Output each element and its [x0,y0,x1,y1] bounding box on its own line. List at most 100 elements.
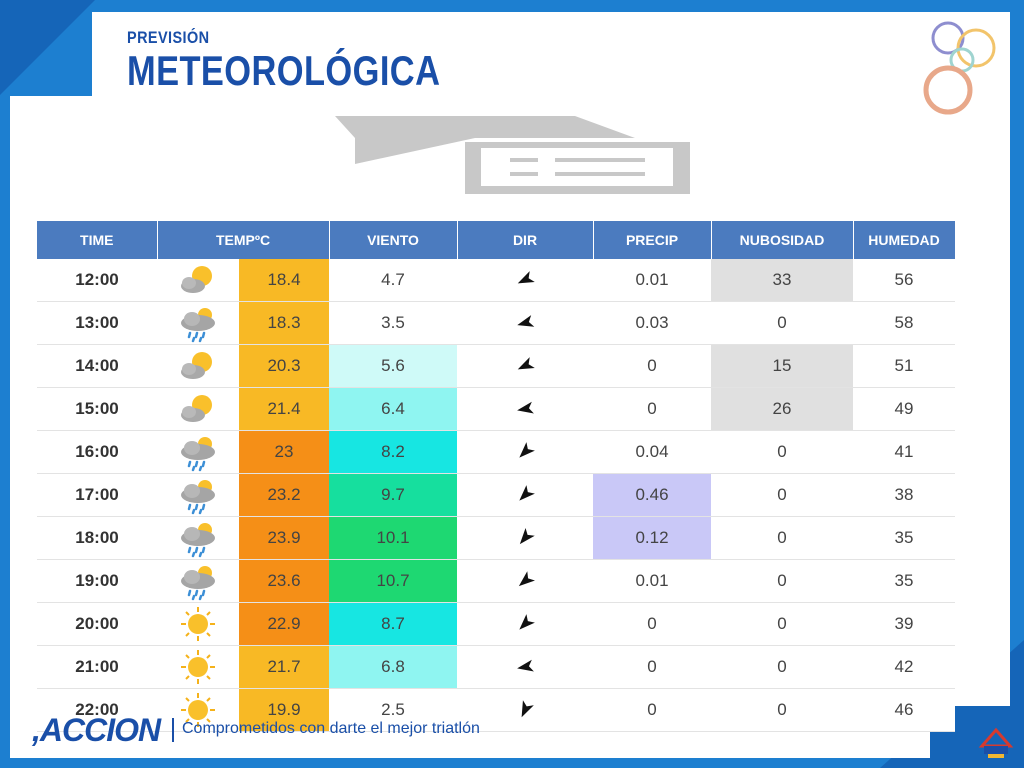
wind-cell: 6.8 [329,645,457,689]
weather-icon-cell [157,602,239,646]
wind-cell: 2.5 [329,688,457,732]
table-header-row: TIME TEMPºC VIENTO DIR PRECIP NUBOSIDAD … [37,221,956,259]
col-header-dir: DIR [457,221,594,259]
precip-cell: 0 [593,344,711,388]
col-header-time: TIME [37,221,158,259]
brand-logo: ,ACCION [32,712,161,748]
footer-divider [172,718,174,742]
dir-cell [457,559,593,603]
humidity-cell: 38 [853,473,955,517]
humidity-cell: 39 [853,602,955,646]
cloud-rain-icon [178,480,218,515]
sun-cloud-icon [178,395,218,422]
precip-cell: 0.12 [593,516,711,560]
cloud-cell: 0 [711,602,853,646]
weather-icon-cell [157,259,239,302]
cloud-cell: 0 [711,430,853,474]
precip-cell: 0 [593,645,711,689]
temp-cell: 23 [239,430,329,474]
weather-icon-cell [157,688,239,732]
temp-cell: 21.4 [239,387,329,431]
table-row: 22:00 19.9 2.5 0 0 46 [37,688,955,732]
temp-cell: 18.4 [239,259,329,302]
dir-cell [457,430,593,474]
wind-cell: 10.7 [329,559,457,603]
col-header-wind: VIENTO [329,221,458,259]
weather-icon-cell [157,301,239,345]
table-row: 21:00 21.7 6.8 0 0 42 [37,645,955,689]
temp-cell: 19.9 [239,688,329,732]
decorative-graphic [335,116,690,194]
time-cell: 13:00 [37,301,157,345]
precip-cell: 0 [593,688,711,732]
wind-cell: 3.5 [329,301,457,345]
humidity-cell: 56 [853,259,955,302]
weather-icon-cell [157,387,239,431]
cloud-cell: 33 [711,259,853,302]
dir-cell [457,473,593,517]
time-cell: 16:00 [37,430,157,474]
wind-cell: 8.7 [329,602,457,646]
col-header-precip: PRECIP [593,221,712,259]
table-row: 15:00 21.4 6.4 0 26 49 [37,387,955,431]
cloud-cell: 0 [711,516,853,560]
precip-cell: 0.01 [593,259,711,302]
precip-cell: 0.46 [593,473,711,517]
humidity-cell: 49 [853,387,955,431]
temp-cell: 23.9 [239,516,329,560]
dir-cell [457,344,593,388]
wind-arrow-icon [514,527,536,546]
temp-cell: 22.9 [239,602,329,646]
wind-arrow-icon [514,355,536,374]
temp-cell: 23.6 [239,559,329,603]
sun-icon [178,693,218,727]
cloud-cell: 15 [711,344,853,388]
cloud-cell: 0 [711,473,853,517]
sun-cloud-icon [178,352,218,379]
time-cell: 22:00 [37,688,157,732]
col-header-temp: TEMPºC [157,221,330,259]
dir-cell [457,387,593,431]
humidity-cell: 35 [853,559,955,603]
wind-cell: 6.4 [329,387,457,431]
footer-tagline: Comprometidos con darte el mejor triatló… [182,720,480,737]
time-cell: 18:00 [37,516,157,560]
precip-cell: 0 [593,387,711,431]
time-cell: 14:00 [37,344,157,388]
page-title: METEOROLÓGICA [127,47,441,94]
time-cell: 12:00 [37,259,157,302]
wind-arrow-icon [514,699,536,718]
cloud-cell: 0 [711,688,853,732]
wind-cell: 5.6 [329,344,457,388]
cloud-cell: 0 [711,559,853,603]
col-header-cloud: NUBOSIDAD [711,221,854,259]
precip-cell: 0.03 [593,301,711,345]
table-row: 13:00 18.3 3.5 0.03 0 58 [37,301,955,345]
humidity-cell: 58 [853,301,955,345]
cloud-cell: 26 [711,387,853,431]
time-cell: 19:00 [37,559,157,603]
table-row: 14:00 20.3 5.6 0 15 51 [37,344,955,388]
table-row: 18:00 23.9 10.1 0.12 0 35 [37,516,955,560]
wind-arrow-icon [514,656,536,675]
table-row: 20:00 22.9 8.7 0 0 39 [37,602,955,646]
time-cell: 20:00 [37,602,157,646]
dir-cell [457,301,593,345]
weather-icon-cell [157,344,239,388]
dir-cell [457,259,593,302]
precip-cell: 0.04 [593,430,711,474]
wind-cell: 10.1 [329,516,457,560]
wind-arrow-icon [514,570,536,589]
dir-cell [457,516,593,560]
cloud-rain-icon [178,437,218,472]
humidity-cell: 51 [853,344,955,388]
precip-cell: 0.01 [593,559,711,603]
humidity-cell: 41 [853,430,955,474]
dir-cell [457,645,593,689]
sun-cloud-icon [178,266,218,293]
weather-icon-cell [157,645,239,689]
wind-arrow-icon [514,484,536,503]
precip-cell: 0 [593,602,711,646]
wind-arrow-icon [514,398,536,417]
weather-icon-cell [157,473,239,517]
